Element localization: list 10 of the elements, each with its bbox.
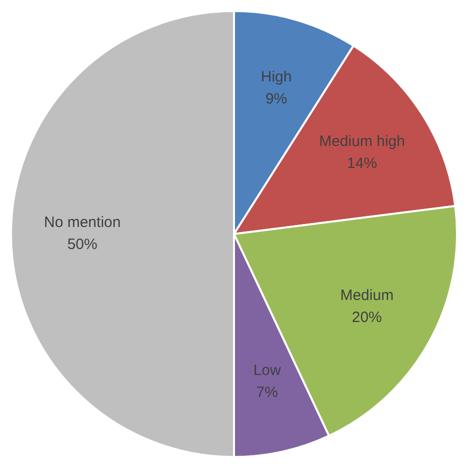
data-label: 20% [352,309,382,326]
data-label: 50% [67,236,98,254]
slice-label: Medium [340,287,394,304]
slice-label: Low [253,362,281,380]
data-label: 14% [347,154,378,172]
slice-label: No mention [44,214,121,232]
data-label: 7% [256,384,278,402]
slice-label: High [260,68,292,86]
data-label: 9% [265,90,288,108]
slice-label: Medium high [319,132,405,150]
